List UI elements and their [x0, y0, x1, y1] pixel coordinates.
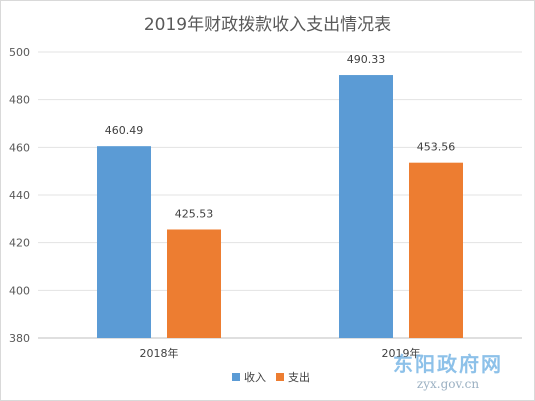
bar-收入-2019年	[339, 75, 393, 338]
y-tick-label: 420	[9, 237, 30, 250]
watermark-title: 东阳政府网	[393, 352, 503, 376]
legend-label-收入: 收入	[244, 370, 266, 384]
watermark-logo: 东阳政府网 zyx.gov.cn	[393, 348, 503, 391]
data-label: 490.33	[347, 53, 386, 66]
data-label: 460.49	[105, 124, 144, 137]
x-tick-label: 2019年	[382, 346, 421, 360]
bar-收入-2018年	[97, 146, 151, 338]
y-tick-label: 460	[9, 141, 30, 154]
y-tick-label: 500	[9, 46, 30, 59]
legend-swatch-支出	[276, 373, 284, 381]
data-label: 425.53	[175, 207, 214, 220]
legend-swatch-收入	[232, 373, 240, 381]
legend-label-支出: 支出	[288, 370, 310, 384]
bar-支出-2019年	[409, 162, 463, 338]
y-tick-label: 380	[9, 332, 30, 345]
y-tick-label: 440	[9, 189, 30, 202]
bar-支出-2018年	[167, 229, 221, 338]
y-tick-label: 480	[9, 94, 30, 107]
watermark-url: zyx.gov.cn	[416, 377, 480, 391]
data-label: 453.56	[417, 141, 456, 154]
chart-title: 2019年财政拨款收入支出情况表	[143, 15, 392, 35]
y-tick-label: 400	[9, 284, 30, 297]
x-tick-label: 2018年	[140, 346, 179, 360]
